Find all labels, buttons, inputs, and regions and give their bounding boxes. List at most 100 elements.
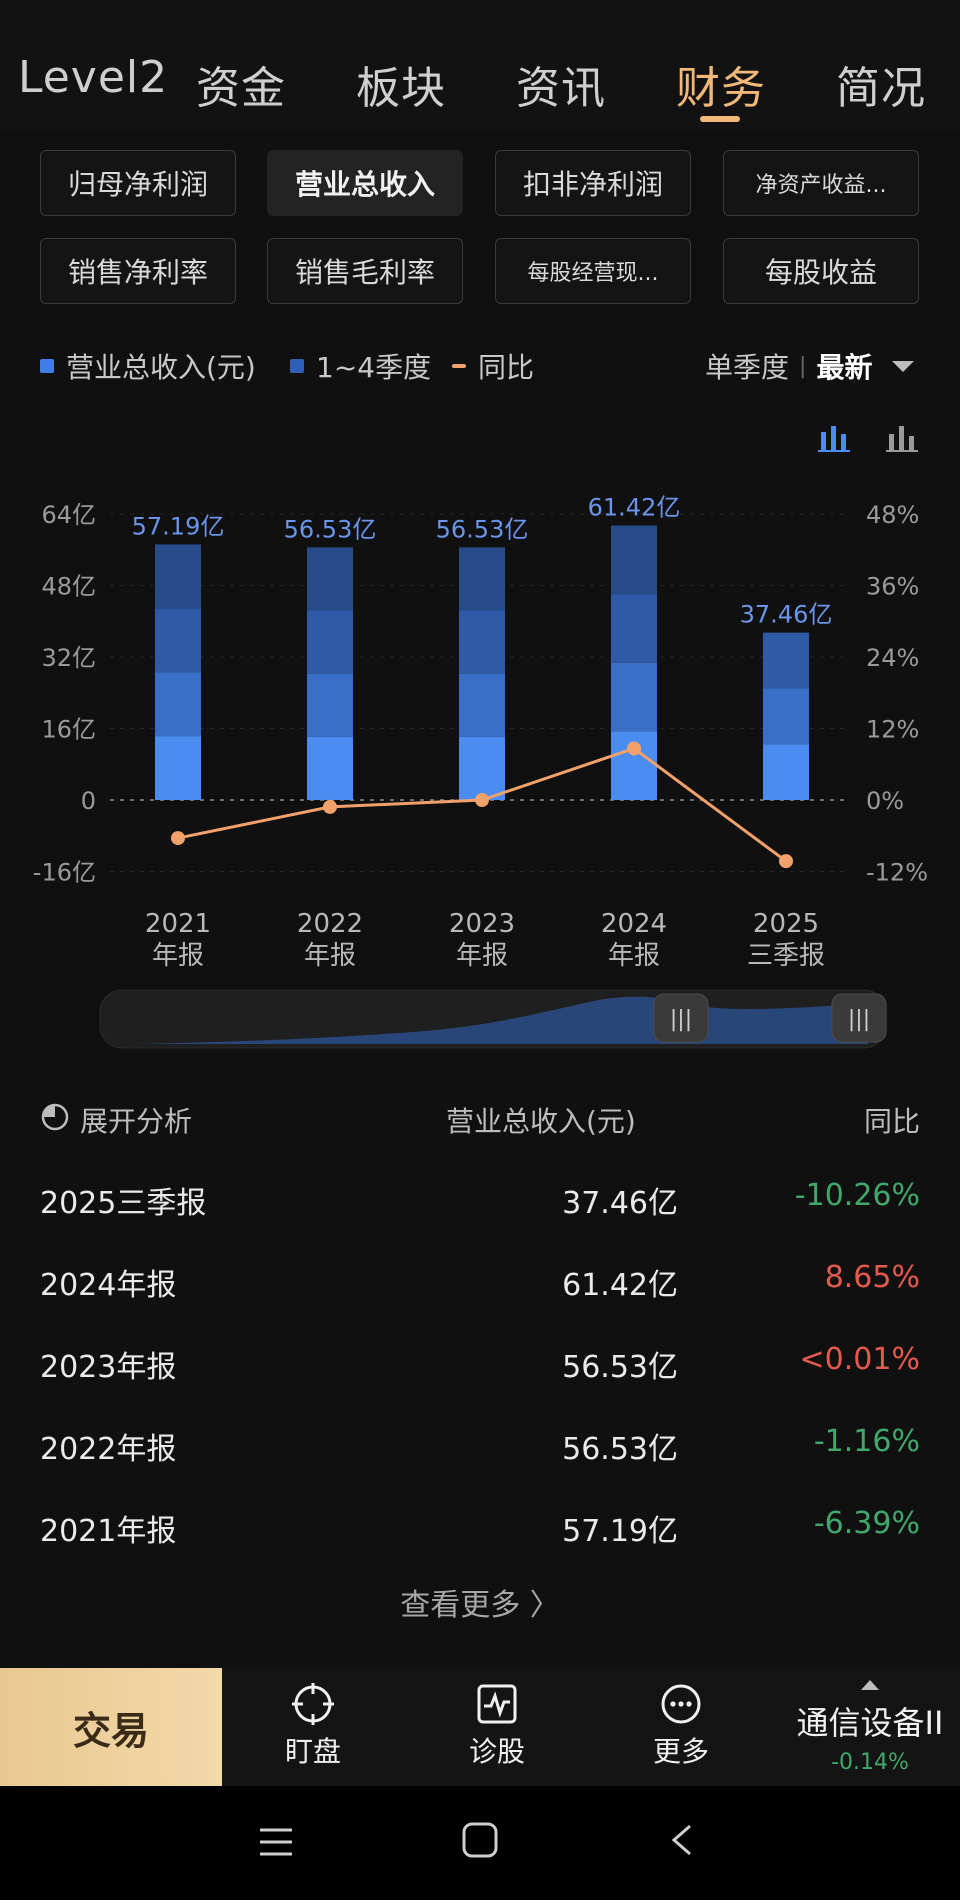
table-row[interactable]: 2021年报 57.19亿 -6.39% bbox=[40, 1496, 920, 1556]
metric-eps[interactable]: 每股收益 bbox=[723, 238, 919, 304]
legend-yoy: 同比 bbox=[452, 346, 534, 386]
row-revenue: 37.46亿 bbox=[562, 1186, 678, 1221]
period-latest[interactable]: 最新 bbox=[816, 351, 873, 384]
tab-sectors[interactable]: 板块 bbox=[356, 63, 446, 114]
y-tick-left: 64亿 bbox=[41, 501, 96, 529]
row-period: 2023年报 bbox=[40, 1350, 177, 1385]
home-icon[interactable] bbox=[460, 1820, 500, 1860]
tab-news[interactable]: 资讯 bbox=[516, 63, 606, 114]
chevron-up-icon[interactable] bbox=[861, 1680, 879, 1690]
y-tick-right: 24% bbox=[866, 644, 919, 672]
bar-segment bbox=[763, 744, 809, 800]
range-slider[interactable]: ||| ||| bbox=[98, 988, 890, 1050]
legend-revenue-swatch bbox=[40, 359, 54, 373]
metric-roe[interactable]: 净资产收益... bbox=[723, 150, 919, 216]
industry-name: 通信设备II bbox=[796, 1704, 944, 1742]
chevron-down-icon[interactable] bbox=[892, 360, 915, 372]
bar-segment bbox=[307, 547, 353, 611]
y-tick-left: 16亿 bbox=[41, 716, 96, 744]
row-period: 2022年报 bbox=[40, 1432, 177, 1467]
table-row[interactable]: 2025三季报 37.46亿 -10.26% bbox=[40, 1168, 920, 1228]
y-tick-left: 48亿 bbox=[41, 573, 96, 601]
system-nav-bar bbox=[0, 1786, 960, 1900]
watch-button[interactable]: 盯盘 bbox=[258, 1682, 368, 1770]
row-yoy: 8.65% bbox=[824, 1260, 920, 1295]
yoy-point bbox=[323, 799, 337, 814]
recent-apps-icon[interactable] bbox=[256, 1822, 296, 1862]
bar-value-label: 56.53亿 bbox=[436, 515, 529, 543]
yoy-point bbox=[779, 854, 793, 869]
period-separator: | bbox=[799, 353, 807, 379]
x-tick-year: 2023 bbox=[449, 909, 515, 939]
expand-analysis-link[interactable]: 展开分析 bbox=[80, 1105, 193, 1138]
yoy-point bbox=[171, 831, 185, 846]
crosshair-icon bbox=[292, 1683, 334, 1725]
diagnose-button[interactable]: 诊股 bbox=[442, 1682, 552, 1770]
industry-ticker[interactable]: 通信设备II -0.14% bbox=[780, 1680, 960, 1775]
period-selector[interactable]: 单季度 | 最新 bbox=[705, 346, 915, 386]
row-period: 2025三季报 bbox=[40, 1186, 207, 1221]
legend-quarters: 1~4季度 bbox=[290, 346, 431, 386]
y-tick-right: 36% bbox=[866, 573, 919, 601]
slider-handle-left[interactable] bbox=[653, 993, 709, 1043]
slider-handle-right[interactable] bbox=[831, 993, 887, 1043]
pie-chart-icon[interactable] bbox=[40, 1102, 70, 1132]
trade-button[interactable]: 交易 bbox=[0, 1668, 222, 1786]
bar-segment bbox=[459, 673, 505, 737]
bar-value-label: 57.19亿 bbox=[132, 512, 225, 540]
bottom-action-bar: 交易 盯盘 诊股 更多 通信设备II -0.14% bbox=[0, 1668, 960, 1786]
row-yoy: -10.26% bbox=[794, 1178, 920, 1213]
y-tick-left: -16亿 bbox=[33, 859, 96, 887]
period-mode[interactable]: 单季度 bbox=[705, 351, 790, 384]
back-icon[interactable] bbox=[664, 1820, 704, 1860]
x-tick-year: 2021 bbox=[145, 909, 211, 939]
revenue-chart: 64亿 48亿 32亿 16亿 0 -16亿 48% 36% 24% 12% 0% -12% 57.19… bbox=[33, 494, 928, 971]
tab-funds[interactable]: 资金 bbox=[196, 63, 286, 114]
y-tick-right: 12% bbox=[866, 716, 919, 744]
bar-chart-icon[interactable] bbox=[886, 422, 918, 454]
stacked-bar-chart-icon[interactable] bbox=[818, 422, 850, 454]
bar-segment bbox=[307, 673, 353, 737]
column-header-revenue: 营业总收入(元) bbox=[446, 1105, 636, 1138]
table-row[interactable]: 2023年报 56.53亿 <0.01% bbox=[40, 1332, 920, 1392]
metric-total-revenue[interactable]: 营业总收入 bbox=[267, 150, 463, 216]
bar-segment bbox=[763, 632, 809, 689]
tab-level2[interactable]: Level2 bbox=[18, 52, 169, 103]
column-header-yoy: 同比 bbox=[863, 1105, 920, 1138]
row-period: 2024年报 bbox=[40, 1268, 177, 1303]
table-row[interactable]: 2022年报 56.53亿 -1.16% bbox=[40, 1414, 920, 1474]
table-row[interactable]: 2024年报 61.42亿 8.65% bbox=[40, 1250, 920, 1310]
legend-yoy-swatch bbox=[452, 364, 466, 368]
row-revenue: 57.19亿 bbox=[562, 1514, 678, 1549]
bar-segment bbox=[459, 610, 505, 674]
legend-quarters-label: 1~4季度 bbox=[316, 351, 432, 384]
legend-yoy-label: 同比 bbox=[478, 351, 535, 384]
metric-op-cash-per-share[interactable]: 每股经营现... bbox=[495, 238, 691, 304]
pulse-chart-icon bbox=[477, 1684, 517, 1724]
bar-value-label: 56.53亿 bbox=[284, 515, 377, 543]
metric-net-profit-parent[interactable]: 归母净利润 bbox=[40, 150, 236, 216]
bar-segment bbox=[611, 525, 657, 595]
bar-segment bbox=[155, 608, 201, 673]
tab-overview[interactable]: 简况 bbox=[836, 63, 926, 114]
bar-segment bbox=[155, 672, 201, 737]
metric-gross-margin[interactable]: 销售毛利率 bbox=[267, 238, 463, 304]
row-yoy: <0.01% bbox=[799, 1342, 920, 1377]
more-dots-icon bbox=[661, 1684, 701, 1724]
x-tick-period: 年报 bbox=[152, 941, 204, 971]
active-tab-indicator bbox=[700, 116, 740, 122]
svg-text:|||: ||| bbox=[670, 1007, 692, 1032]
legend-quarters-swatch bbox=[290, 359, 304, 373]
view-more-link[interactable]: 查看更多 〉 bbox=[400, 1588, 560, 1623]
metric-deducted-net-profit[interactable]: 扣非净利润 bbox=[495, 150, 691, 216]
more-label: 更多 bbox=[652, 1735, 709, 1768]
metric-net-margin[interactable]: 销售净利率 bbox=[40, 238, 236, 304]
tab-finance[interactable]: 财务 bbox=[676, 63, 766, 114]
row-period: 2021年报 bbox=[40, 1514, 177, 1549]
yoy-point bbox=[627, 741, 641, 756]
row-yoy: -6.39% bbox=[813, 1506, 920, 1541]
more-button[interactable]: 更多 bbox=[626, 1682, 736, 1770]
row-revenue: 56.53亿 bbox=[562, 1432, 678, 1467]
x-tick-period: 三季报 bbox=[747, 941, 825, 971]
bar-segment bbox=[763, 688, 809, 745]
